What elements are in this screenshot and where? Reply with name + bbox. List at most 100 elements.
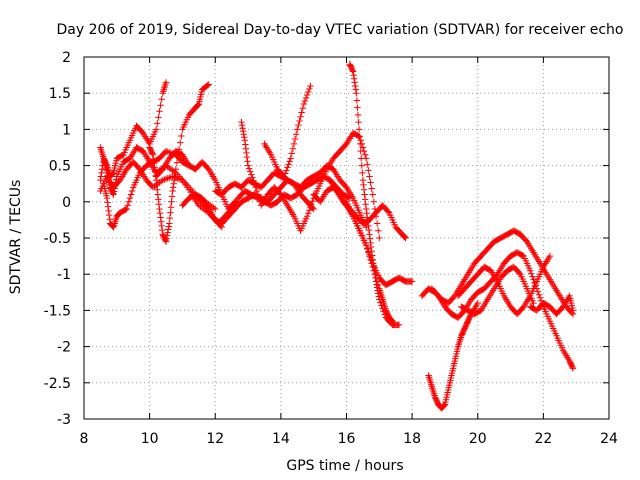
data-point <box>361 191 368 198</box>
data-point <box>212 205 219 213</box>
series-arc-11 <box>179 176 317 227</box>
data-point <box>156 210 164 217</box>
data-point <box>303 213 311 220</box>
data-point <box>152 126 160 133</box>
data-point <box>125 198 133 205</box>
data-point <box>365 222 372 230</box>
x-axis-label: GPS time / hours <box>286 458 403 474</box>
data-point <box>349 67 356 74</box>
data-point <box>178 132 185 140</box>
data-point <box>158 222 165 230</box>
data-point <box>546 252 554 260</box>
data-point <box>370 267 378 274</box>
data-point <box>177 139 184 146</box>
data-point <box>388 317 396 324</box>
data-point <box>536 294 544 301</box>
data-point <box>373 220 381 227</box>
data-point <box>238 121 246 129</box>
data-point <box>299 105 306 112</box>
data-point <box>303 91 311 99</box>
data-point <box>285 161 292 168</box>
data-point <box>306 207 313 214</box>
data-point <box>349 68 357 75</box>
data-point <box>298 109 305 116</box>
data-point <box>289 145 297 152</box>
data-point <box>126 194 134 202</box>
data-point <box>354 111 362 119</box>
data-point <box>163 235 170 242</box>
data-point <box>157 218 165 225</box>
data-point <box>366 252 373 260</box>
data-point <box>362 201 369 208</box>
data-point <box>165 226 172 233</box>
data-point <box>284 164 291 171</box>
data-point <box>296 117 303 125</box>
x-tick-label: 10 <box>141 431 159 447</box>
data-point <box>401 234 409 241</box>
data-point <box>157 214 164 221</box>
data-point <box>295 121 302 129</box>
data-point <box>239 124 246 132</box>
data-point <box>240 131 247 138</box>
data-point <box>291 135 299 143</box>
data-point <box>395 321 403 329</box>
data-point <box>243 149 250 157</box>
data-point <box>239 128 247 135</box>
data-point <box>360 186 368 193</box>
data-point <box>440 402 448 409</box>
data-point <box>367 256 374 263</box>
data-point <box>243 153 251 161</box>
data-point <box>353 97 361 104</box>
data-point <box>306 85 313 93</box>
data-point <box>359 144 367 151</box>
data-point <box>244 162 252 169</box>
data-point <box>474 299 481 307</box>
data-point <box>97 176 104 184</box>
data-point <box>356 133 363 140</box>
data-point <box>516 269 523 277</box>
data-point <box>361 196 369 203</box>
data-point <box>358 155 365 162</box>
data-point <box>364 161 371 168</box>
data-point <box>105 211 113 219</box>
data-point <box>154 186 161 193</box>
data-point <box>241 134 248 141</box>
data-point <box>376 234 383 242</box>
data-point <box>530 299 537 307</box>
data-point <box>149 151 157 158</box>
data-point <box>109 170 117 177</box>
x-tick-label: 12 <box>206 431 224 447</box>
data-point <box>368 260 375 267</box>
data-point <box>569 365 577 372</box>
data-point <box>362 242 370 249</box>
data-point <box>356 140 364 148</box>
data-point <box>169 184 177 191</box>
data-point <box>105 207 112 215</box>
data-marks <box>97 61 577 412</box>
data-point <box>156 108 163 115</box>
data-point <box>401 233 408 240</box>
data-point <box>251 180 258 187</box>
data-point <box>98 166 106 173</box>
data-point <box>366 231 373 238</box>
data-point <box>357 137 364 144</box>
data-point <box>366 235 374 242</box>
data-point <box>350 75 358 82</box>
data-point <box>194 102 201 109</box>
data-point <box>98 169 105 177</box>
data-point <box>244 158 251 165</box>
data-point <box>569 307 577 314</box>
data-point <box>535 291 543 298</box>
series-arc-7 <box>195 173 353 227</box>
data-point <box>384 208 392 215</box>
data-point <box>358 162 366 169</box>
y-tick-label: 0 <box>62 195 71 211</box>
x-tick-label: 16 <box>338 431 356 447</box>
series-arc-6 <box>152 147 239 213</box>
data-point <box>110 188 118 195</box>
data-point <box>245 165 253 172</box>
data-point <box>204 82 211 89</box>
data-point <box>166 214 174 222</box>
data-point <box>170 180 177 187</box>
